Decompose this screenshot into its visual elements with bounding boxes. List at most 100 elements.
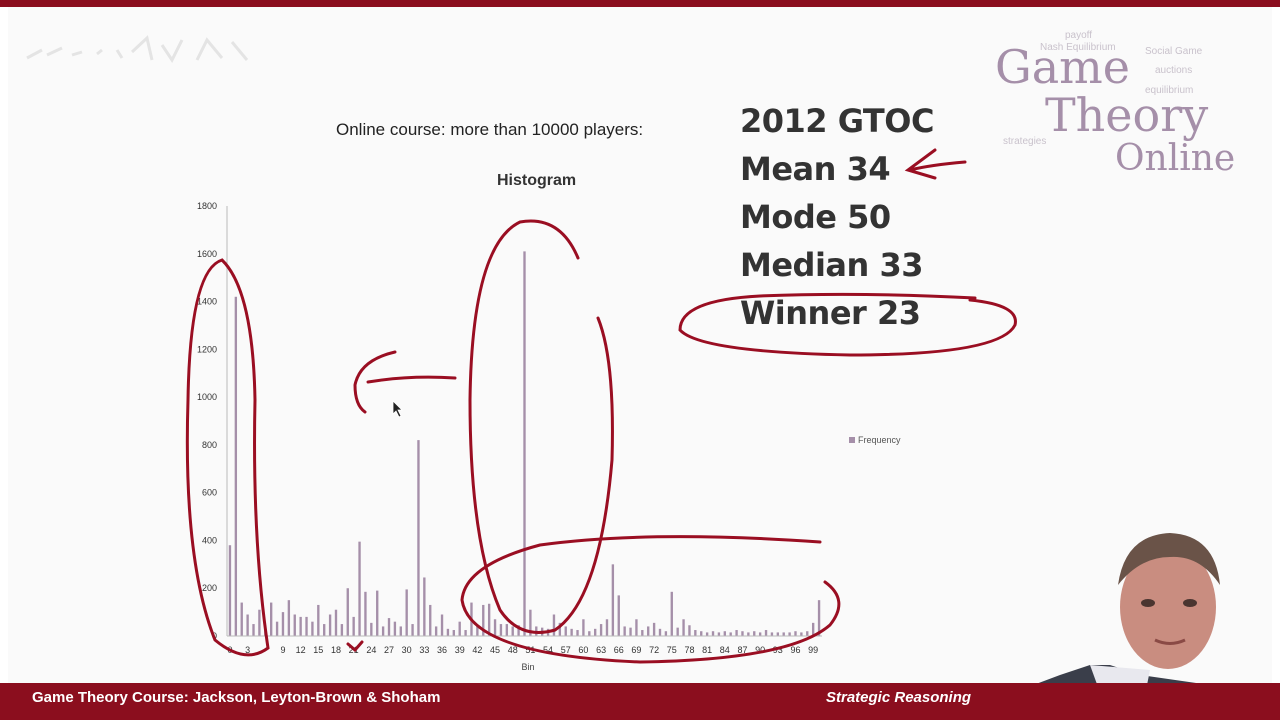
histogram-bar	[358, 541, 361, 636]
stat-title: 2012 GTOC	[740, 102, 934, 140]
stat-mean: Mean 34	[740, 150, 891, 188]
logo-word-cloud-item: Nash Equilibrium	[1040, 42, 1116, 53]
x-tick-label: 66	[614, 645, 624, 655]
histogram-bar	[782, 632, 785, 636]
histogram-bar	[717, 632, 721, 636]
histogram-bar	[682, 619, 685, 636]
y-axis: 0 200 400 600 800 1000 1200 1400 1600 1800	[197, 201, 228, 641]
course-title: Game Theory Course: Jackson, Leyton-Brow…	[32, 689, 441, 706]
histogram-bar	[664, 631, 668, 636]
x-tick-label: 9	[280, 645, 285, 655]
x-tick-label: 90	[755, 645, 765, 655]
histogram-bar	[611, 564, 615, 636]
histogram-bar	[228, 545, 232, 636]
stat-mode: Mode 50	[740, 198, 891, 236]
histogram-bar	[729, 632, 732, 636]
game-theory-online-logo: payoff Nash Equilibrium Social Game equi…	[995, 28, 1265, 188]
histogram-bar	[493, 619, 497, 636]
y-tick-label: 1400	[197, 297, 217, 307]
histogram-bar	[806, 631, 809, 636]
logo-word-online: Online	[1115, 138, 1236, 179]
x-tick-label: 96	[790, 645, 800, 655]
x-tick-label: 60	[578, 645, 588, 655]
histogram-bar	[323, 624, 326, 636]
x-tick-label: 30	[402, 645, 412, 655]
top-banner	[0, 0, 1280, 7]
histogram-bar	[776, 632, 779, 636]
histogram-bar	[464, 630, 467, 636]
histogram-bar	[517, 625, 520, 636]
histogram-bar	[599, 624, 603, 636]
histogram-bar	[558, 622, 562, 636]
histogram-bar	[688, 625, 691, 636]
mouse-pointer-icon	[392, 400, 403, 418]
histogram-bar	[582, 619, 585, 636]
histogram-bar	[753, 631, 756, 636]
histogram-bar	[376, 590, 379, 636]
x-tick-label: 63	[596, 645, 606, 655]
histogram-bar	[641, 630, 644, 636]
stat-winner: Winner 23	[740, 294, 921, 332]
x-tick-label: 78	[684, 645, 694, 655]
histogram-bar	[676, 627, 679, 636]
x-tick-label: 18	[331, 645, 341, 655]
x-tick-label: 12	[296, 645, 306, 655]
histogram-bar	[694, 630, 697, 636]
histogram-bar	[735, 630, 738, 636]
histogram-bar	[794, 631, 797, 636]
histogram-bar	[758, 632, 762, 636]
y-tick-label: 1800	[197, 201, 217, 211]
y-tick-label: 200	[202, 583, 217, 593]
logo-word-cloud-item: auctions	[1155, 65, 1193, 76]
x-tick-label: 33	[419, 645, 429, 655]
chart-title: Histogram	[497, 172, 577, 189]
histogram-bar	[364, 591, 367, 636]
x-tick-label: 81	[702, 645, 712, 655]
legend-swatch	[849, 437, 855, 443]
histogram-bar	[252, 624, 255, 636]
histogram-bar	[570, 628, 573, 636]
bars	[228, 251, 821, 636]
histogram-bar	[811, 622, 815, 636]
x-tick-label: 15	[313, 645, 323, 655]
chart-legend: Frequency	[849, 435, 901, 445]
x-tick-label: 3	[245, 645, 250, 655]
histogram-bar	[405, 589, 408, 636]
histogram-bar	[470, 602, 473, 636]
histogram-bar	[423, 577, 426, 636]
histogram-bar	[246, 614, 249, 636]
x-tick-label: 69	[631, 645, 641, 655]
histogram-bar	[381, 626, 385, 636]
histogram-bar	[264, 626, 267, 636]
y-tick-label: 600	[202, 488, 217, 498]
histogram-bar	[764, 630, 768, 636]
histogram-bar	[487, 603, 491, 636]
histogram-bar	[287, 600, 291, 636]
histogram-bar	[711, 631, 715, 636]
histogram-bar	[240, 602, 243, 636]
y-tick-label: 1600	[197, 249, 217, 259]
x-tick-label: 99	[808, 645, 818, 655]
histogram-bar	[446, 628, 450, 636]
logo-word-game: Game	[995, 40, 1131, 94]
x-tick-label: 93	[773, 645, 783, 655]
histogram-bar	[317, 604, 320, 636]
histogram-bar	[747, 632, 750, 636]
x-tick-label: 57	[561, 645, 571, 655]
histogram-bar	[370, 622, 373, 636]
histogram-bar	[535, 626, 538, 636]
histogram-bar	[723, 631, 726, 636]
bottom-banner	[0, 683, 1280, 720]
x-tick-label: 21	[349, 645, 359, 655]
legend-label: Frequency	[858, 435, 901, 445]
histogram-bar	[476, 625, 479, 636]
section-title: Strategic Reasoning	[826, 689, 972, 706]
x-tick-label: 45	[490, 645, 500, 655]
histogram-bar	[511, 626, 514, 636]
logo-word-cloud-item: equilibrium	[1145, 85, 1194, 96]
histogram-bar	[270, 602, 273, 636]
histogram-bar	[281, 612, 285, 636]
histogram-bar	[617, 595, 620, 636]
histogram-bar	[305, 616, 308, 636]
histogram-bar	[635, 619, 638, 636]
